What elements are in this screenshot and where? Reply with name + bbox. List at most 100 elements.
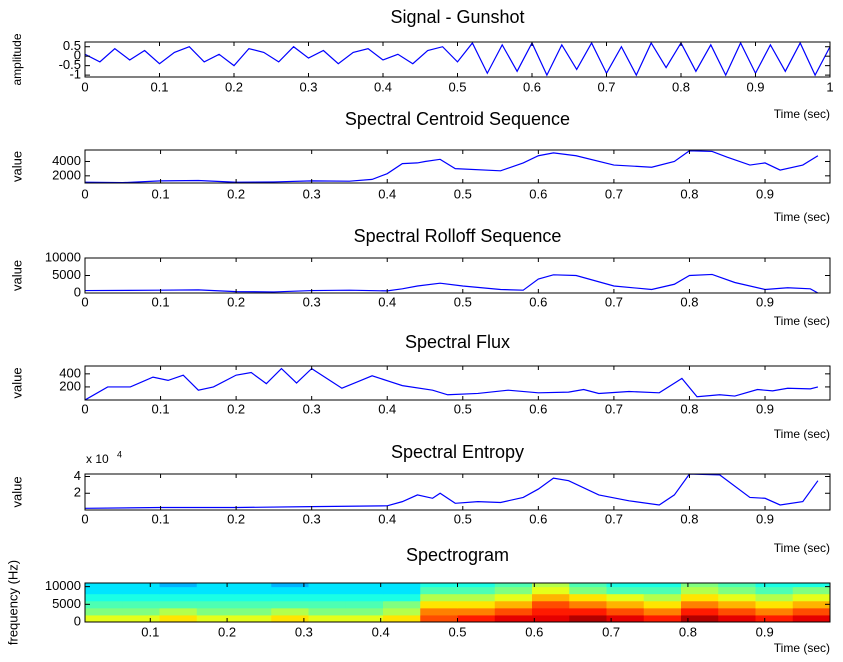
x-tick-label: 0.3 <box>295 624 313 639</box>
heatmap-cell <box>792 614 830 622</box>
x-axis-label: Time (sec) <box>774 541 830 555</box>
heatmap-cell <box>681 607 719 616</box>
x-tick-label: 0.7 <box>602 624 620 639</box>
heatmap-cell <box>85 600 123 609</box>
heatmap-cell <box>718 583 756 588</box>
x-tick-label: 0.8 <box>680 511 698 526</box>
y-tick-label: 10000 <box>45 578 81 593</box>
heatmap-cell <box>643 583 682 588</box>
x-tick-label: 0.8 <box>672 79 690 94</box>
x-tick-label: 0.9 <box>756 511 774 526</box>
x-tick-label: 0.1 <box>152 294 170 309</box>
data-line <box>85 273 819 293</box>
x-tick-label: 0.8 <box>679 624 697 639</box>
x-tick-label: 0.7 <box>605 401 623 416</box>
heatmap-cell <box>606 583 645 588</box>
heatmap-cell <box>457 583 496 588</box>
y-tick-label: 0 <box>74 48 81 63</box>
heatmap-cell <box>420 600 458 609</box>
heatmap-cell <box>345 583 384 588</box>
chart-title: Spectral Flux <box>405 332 510 352</box>
y-tick-label: -1 <box>69 67 81 82</box>
x-tick-label: 0.2 <box>227 294 245 309</box>
heatmap-cell <box>643 607 682 616</box>
x-tick-label: 0.5 <box>454 186 472 201</box>
axes-box <box>84 365 831 401</box>
x-tick-label: 0.4 <box>374 79 392 94</box>
heatmap-cell <box>532 593 570 602</box>
heatmap-cell <box>681 586 719 595</box>
heatmap-cell <box>159 586 198 595</box>
heatmap-cell <box>271 586 309 595</box>
heatmap-cell <box>606 586 645 595</box>
heatmap-cell <box>420 607 458 616</box>
heatmap-cell <box>85 607 123 616</box>
heatmap-cell <box>681 600 719 609</box>
heatmap-cell <box>383 607 421 616</box>
x-tick-label: 0.1 <box>152 186 170 201</box>
heatmap-cell <box>643 614 682 622</box>
y-multiplier: x 10 <box>86 452 109 466</box>
heatmap-cell <box>159 607 198 616</box>
data-line <box>85 367 819 400</box>
heatmap-cell <box>569 600 607 609</box>
heatmap-cell <box>234 593 272 602</box>
chart-title: Spectral Centroid Sequence <box>345 109 570 129</box>
x-tick-label: 0.6 <box>529 294 547 309</box>
data-line <box>85 42 830 77</box>
heatmap-cell <box>85 614 123 622</box>
y-tick-label: -0.5 <box>59 57 81 72</box>
x-tick-label: 0.8 <box>680 401 698 416</box>
x-tick-label: 0.2 <box>218 624 236 639</box>
heatmap-cell <box>122 586 160 595</box>
heatmap-cell <box>532 586 570 595</box>
heatmap-cell <box>681 614 719 622</box>
y-tick-label: 0 <box>74 284 81 299</box>
heatmap-cell <box>718 614 756 622</box>
y-axis-label: frequency (Hz) <box>5 560 20 645</box>
x-axis-label: Time (sec) <box>774 314 830 328</box>
heatmap-cell <box>643 600 682 609</box>
heatmap-cell <box>383 593 421 602</box>
x-tick-label: 0.9 <box>756 624 774 639</box>
x-tick-label: 0.3 <box>303 186 321 201</box>
x-tick-label: 1 <box>826 79 833 94</box>
heatmap-cell <box>345 607 384 616</box>
heatmap-cell <box>234 583 272 588</box>
x-tick-label: 0.6 <box>523 79 541 94</box>
chart-title: Spectral Rolloff Sequence <box>354 226 562 246</box>
chart-title: Spectral Entropy <box>391 442 524 462</box>
heatmap-cell <box>755 600 794 609</box>
y-tick-label: 2000 <box>52 167 81 182</box>
x-tick-label: 0.5 <box>454 294 472 309</box>
y-axis-label: value <box>9 260 24 291</box>
heatmap-cell <box>122 583 160 588</box>
x-tick-label: 0.2 <box>227 401 245 416</box>
x-tick-label: 0.9 <box>756 294 774 309</box>
y-tick-label: 4 <box>74 468 81 483</box>
heatmap-cell <box>532 607 570 616</box>
heatmap-cell <box>159 583 198 588</box>
x-tick-label: 0.6 <box>529 186 547 201</box>
x-tick-label: 0.2 <box>225 79 243 94</box>
x-tick-label: 0.4 <box>378 511 396 526</box>
heatmap-cell <box>792 583 830 588</box>
heatmap-cell <box>755 586 794 595</box>
x-tick-label: 0.7 <box>597 79 615 94</box>
x-tick-label: 0.3 <box>303 294 321 309</box>
heatmap-cell <box>718 600 756 609</box>
heatmap-cell <box>755 583 794 588</box>
y-tick-label: 0.5 <box>63 38 81 53</box>
heatmap-cell <box>159 600 198 609</box>
plot-area <box>85 583 830 622</box>
heatmap-cell <box>457 600 496 609</box>
y-tick-label: 4000 <box>52 153 81 168</box>
axes-box <box>84 473 831 511</box>
heatmap-cell <box>718 593 756 602</box>
x-tick-label: 0.1 <box>141 624 159 639</box>
heatmap-cell <box>494 600 533 609</box>
x-tick-label: 0 <box>81 294 88 309</box>
heatmap-cell <box>85 593 123 602</box>
